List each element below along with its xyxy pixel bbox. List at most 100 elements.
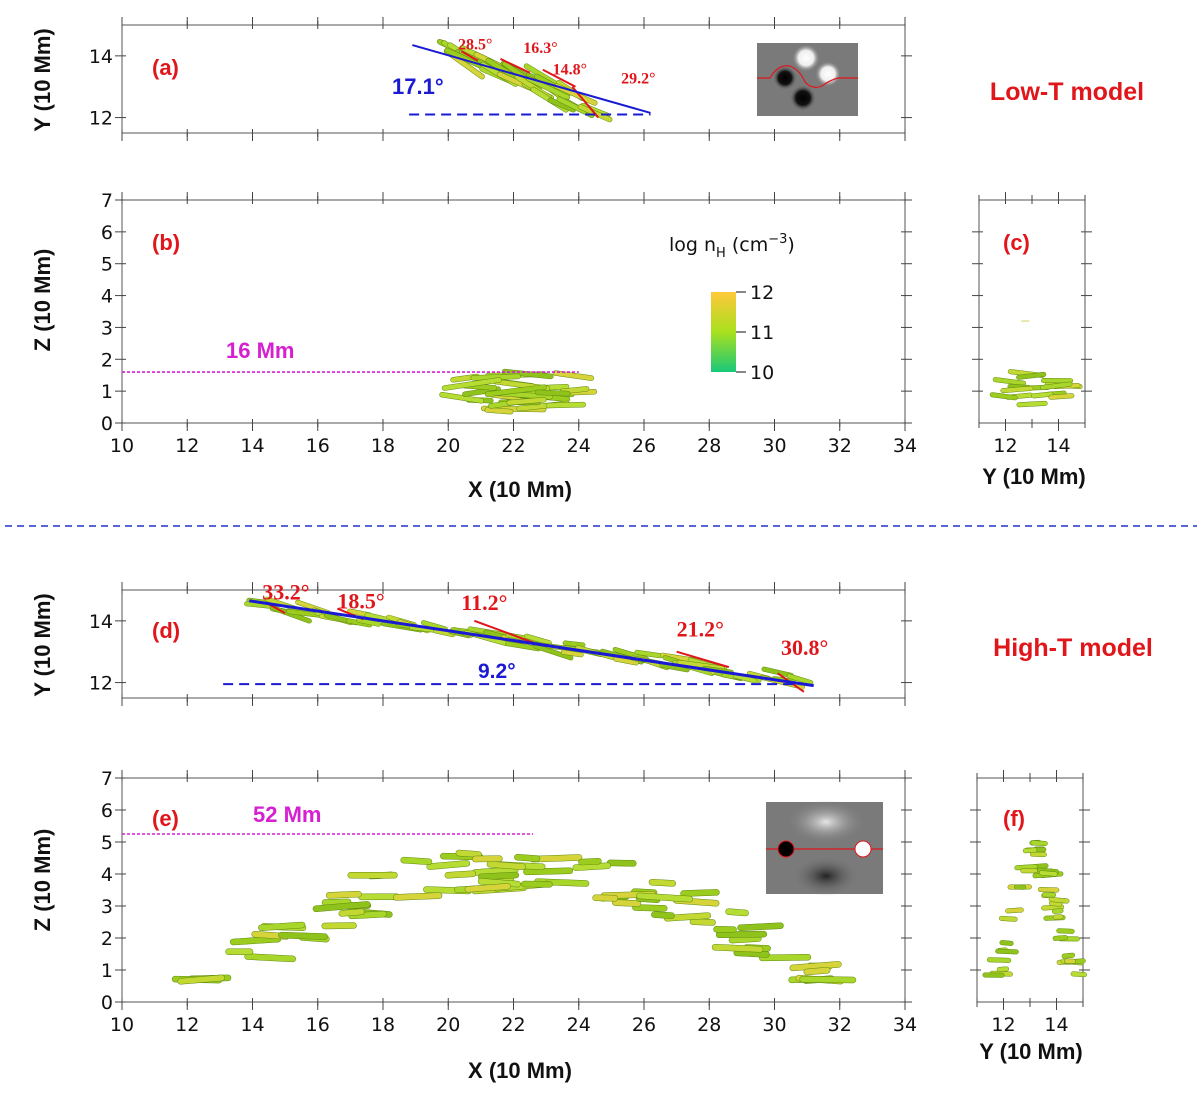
panel-c-tubes xyxy=(989,320,1083,408)
filament-thread xyxy=(514,854,541,862)
filament-thread xyxy=(1020,868,1038,874)
colorbar-tick-label: 11 xyxy=(750,322,774,344)
filament-thread xyxy=(347,871,398,879)
x-tick-label: 24 xyxy=(567,1014,591,1036)
panel-a-inset xyxy=(757,43,858,116)
filament-thread xyxy=(325,890,362,899)
panel-e-label: (e) xyxy=(152,806,179,831)
panel-b-tubes xyxy=(439,368,598,415)
panel-d-label: (d) xyxy=(152,618,180,643)
filament-thread xyxy=(312,901,371,913)
y-tick-label: 3 xyxy=(101,896,113,918)
high-t-model-label: High-T model xyxy=(993,634,1153,662)
panel-b-ylabel: Z (10 Mm) xyxy=(30,249,55,352)
y-tick-label: 12 xyxy=(89,673,113,695)
local-angle-label: 33.2° xyxy=(262,579,309,604)
local-segment xyxy=(500,58,531,74)
filament-thread xyxy=(400,856,433,866)
filament-thread xyxy=(1000,385,1034,394)
filament-thread xyxy=(1041,892,1057,898)
y-tick-label: 1 xyxy=(101,960,113,982)
panel-f-label: (f) xyxy=(1003,806,1025,831)
colorbar-tick-label: 12 xyxy=(750,282,774,304)
filament-thread xyxy=(1016,371,1047,380)
panel-c-label: (c) xyxy=(1003,230,1030,255)
filament-thread xyxy=(533,643,574,661)
x-tick-label: 18 xyxy=(371,1014,395,1036)
y-tick-label: 2 xyxy=(101,349,113,371)
filament-thread xyxy=(338,908,365,917)
filament-thread xyxy=(478,871,520,881)
filament-thread xyxy=(989,392,1018,401)
x-tick-label: 20 xyxy=(436,435,460,457)
filament-thread xyxy=(426,860,471,870)
inset-e-positive-spot xyxy=(854,840,872,858)
panel-a-fit-angle: 17.1° xyxy=(392,74,444,99)
fit-line xyxy=(412,44,651,114)
filament-thread xyxy=(455,849,482,858)
filament-thread xyxy=(1005,907,1024,914)
filament-thread xyxy=(982,972,1005,978)
filament-thread xyxy=(651,911,675,919)
filament-thread xyxy=(1048,393,1075,400)
filament-thread xyxy=(556,96,588,115)
panel-a-ticks: 12 14 xyxy=(89,17,912,141)
panel-a-lines xyxy=(409,44,651,116)
y-tick-label: 0 xyxy=(101,413,113,435)
panel-e-tubes xyxy=(171,849,857,985)
filament-thread xyxy=(523,633,552,646)
filament-thread xyxy=(636,892,694,903)
panel-a-label: (a) xyxy=(152,55,179,80)
y-tick-label: 6 xyxy=(101,800,113,822)
filament-thread xyxy=(1014,884,1027,890)
x-tick-label: 14 xyxy=(240,1014,264,1036)
y-tick-label: 4 xyxy=(101,286,113,308)
x-tick-label: 28 xyxy=(697,1014,721,1036)
x-tick-label: 12 xyxy=(175,1014,199,1036)
x-tick-label: 32 xyxy=(828,1014,852,1036)
x-tick-label: 34 xyxy=(893,435,917,457)
filament-thread xyxy=(441,377,502,391)
filament-thread xyxy=(1064,958,1076,964)
filament-thread xyxy=(1041,378,1074,384)
filament-thread xyxy=(1056,928,1075,934)
panel-f-ticks: 12 14 xyxy=(970,770,1090,1036)
x-tick-label: 14 xyxy=(1044,1014,1068,1036)
panel-c: 12 14 (c) Y (10 Mm) xyxy=(972,192,1092,489)
x-tick-label: 12 xyxy=(993,435,1017,457)
filament-thread xyxy=(1051,908,1064,914)
panel-c-ticks: 12 14 xyxy=(972,192,1092,457)
filament-thread xyxy=(786,673,814,686)
filament-thread xyxy=(592,894,619,902)
x-tick-label: 22 xyxy=(501,435,525,457)
x-tick-label: 20 xyxy=(436,1014,460,1036)
local-angle-label: 21.2° xyxy=(677,616,724,641)
y-tick-label: 7 xyxy=(101,190,113,212)
filament-thread xyxy=(521,880,553,888)
y-tick-label: 0 xyxy=(101,992,113,1014)
panel-c-xlabel: Y (10 Mm) xyxy=(982,464,1086,489)
filament-thread xyxy=(1016,400,1048,408)
x-tick-label: 18 xyxy=(371,435,395,457)
filament-thread xyxy=(486,860,526,871)
colorbar-tick-label: 10 xyxy=(750,362,774,384)
filament-thread xyxy=(392,892,443,901)
local-segment xyxy=(474,619,534,644)
inset-a-positive-spot xyxy=(792,44,820,72)
filament-thread xyxy=(606,859,637,867)
local-angle-label: 18.5° xyxy=(337,589,384,614)
panel-b-label: (b) xyxy=(152,230,180,255)
inset-a-positive-spot xyxy=(815,61,841,87)
panel-d: 12 14 33.2° 18.5° 11.2° 21.2° 30.8° (d) Y (10… xyxy=(30,579,1153,706)
x-tick-label: 24 xyxy=(567,435,591,457)
filament-thread xyxy=(484,407,514,415)
panel-d-fit-angle: 9.2° xyxy=(478,660,516,683)
x-tick-label: 34 xyxy=(893,1014,917,1036)
filament-thread xyxy=(578,857,602,866)
x-tick-label: 14 xyxy=(240,435,264,457)
fit-line xyxy=(249,599,814,688)
panel-d-ticks: 12 14 xyxy=(89,582,912,706)
y-tick-label: 4 xyxy=(101,864,113,886)
